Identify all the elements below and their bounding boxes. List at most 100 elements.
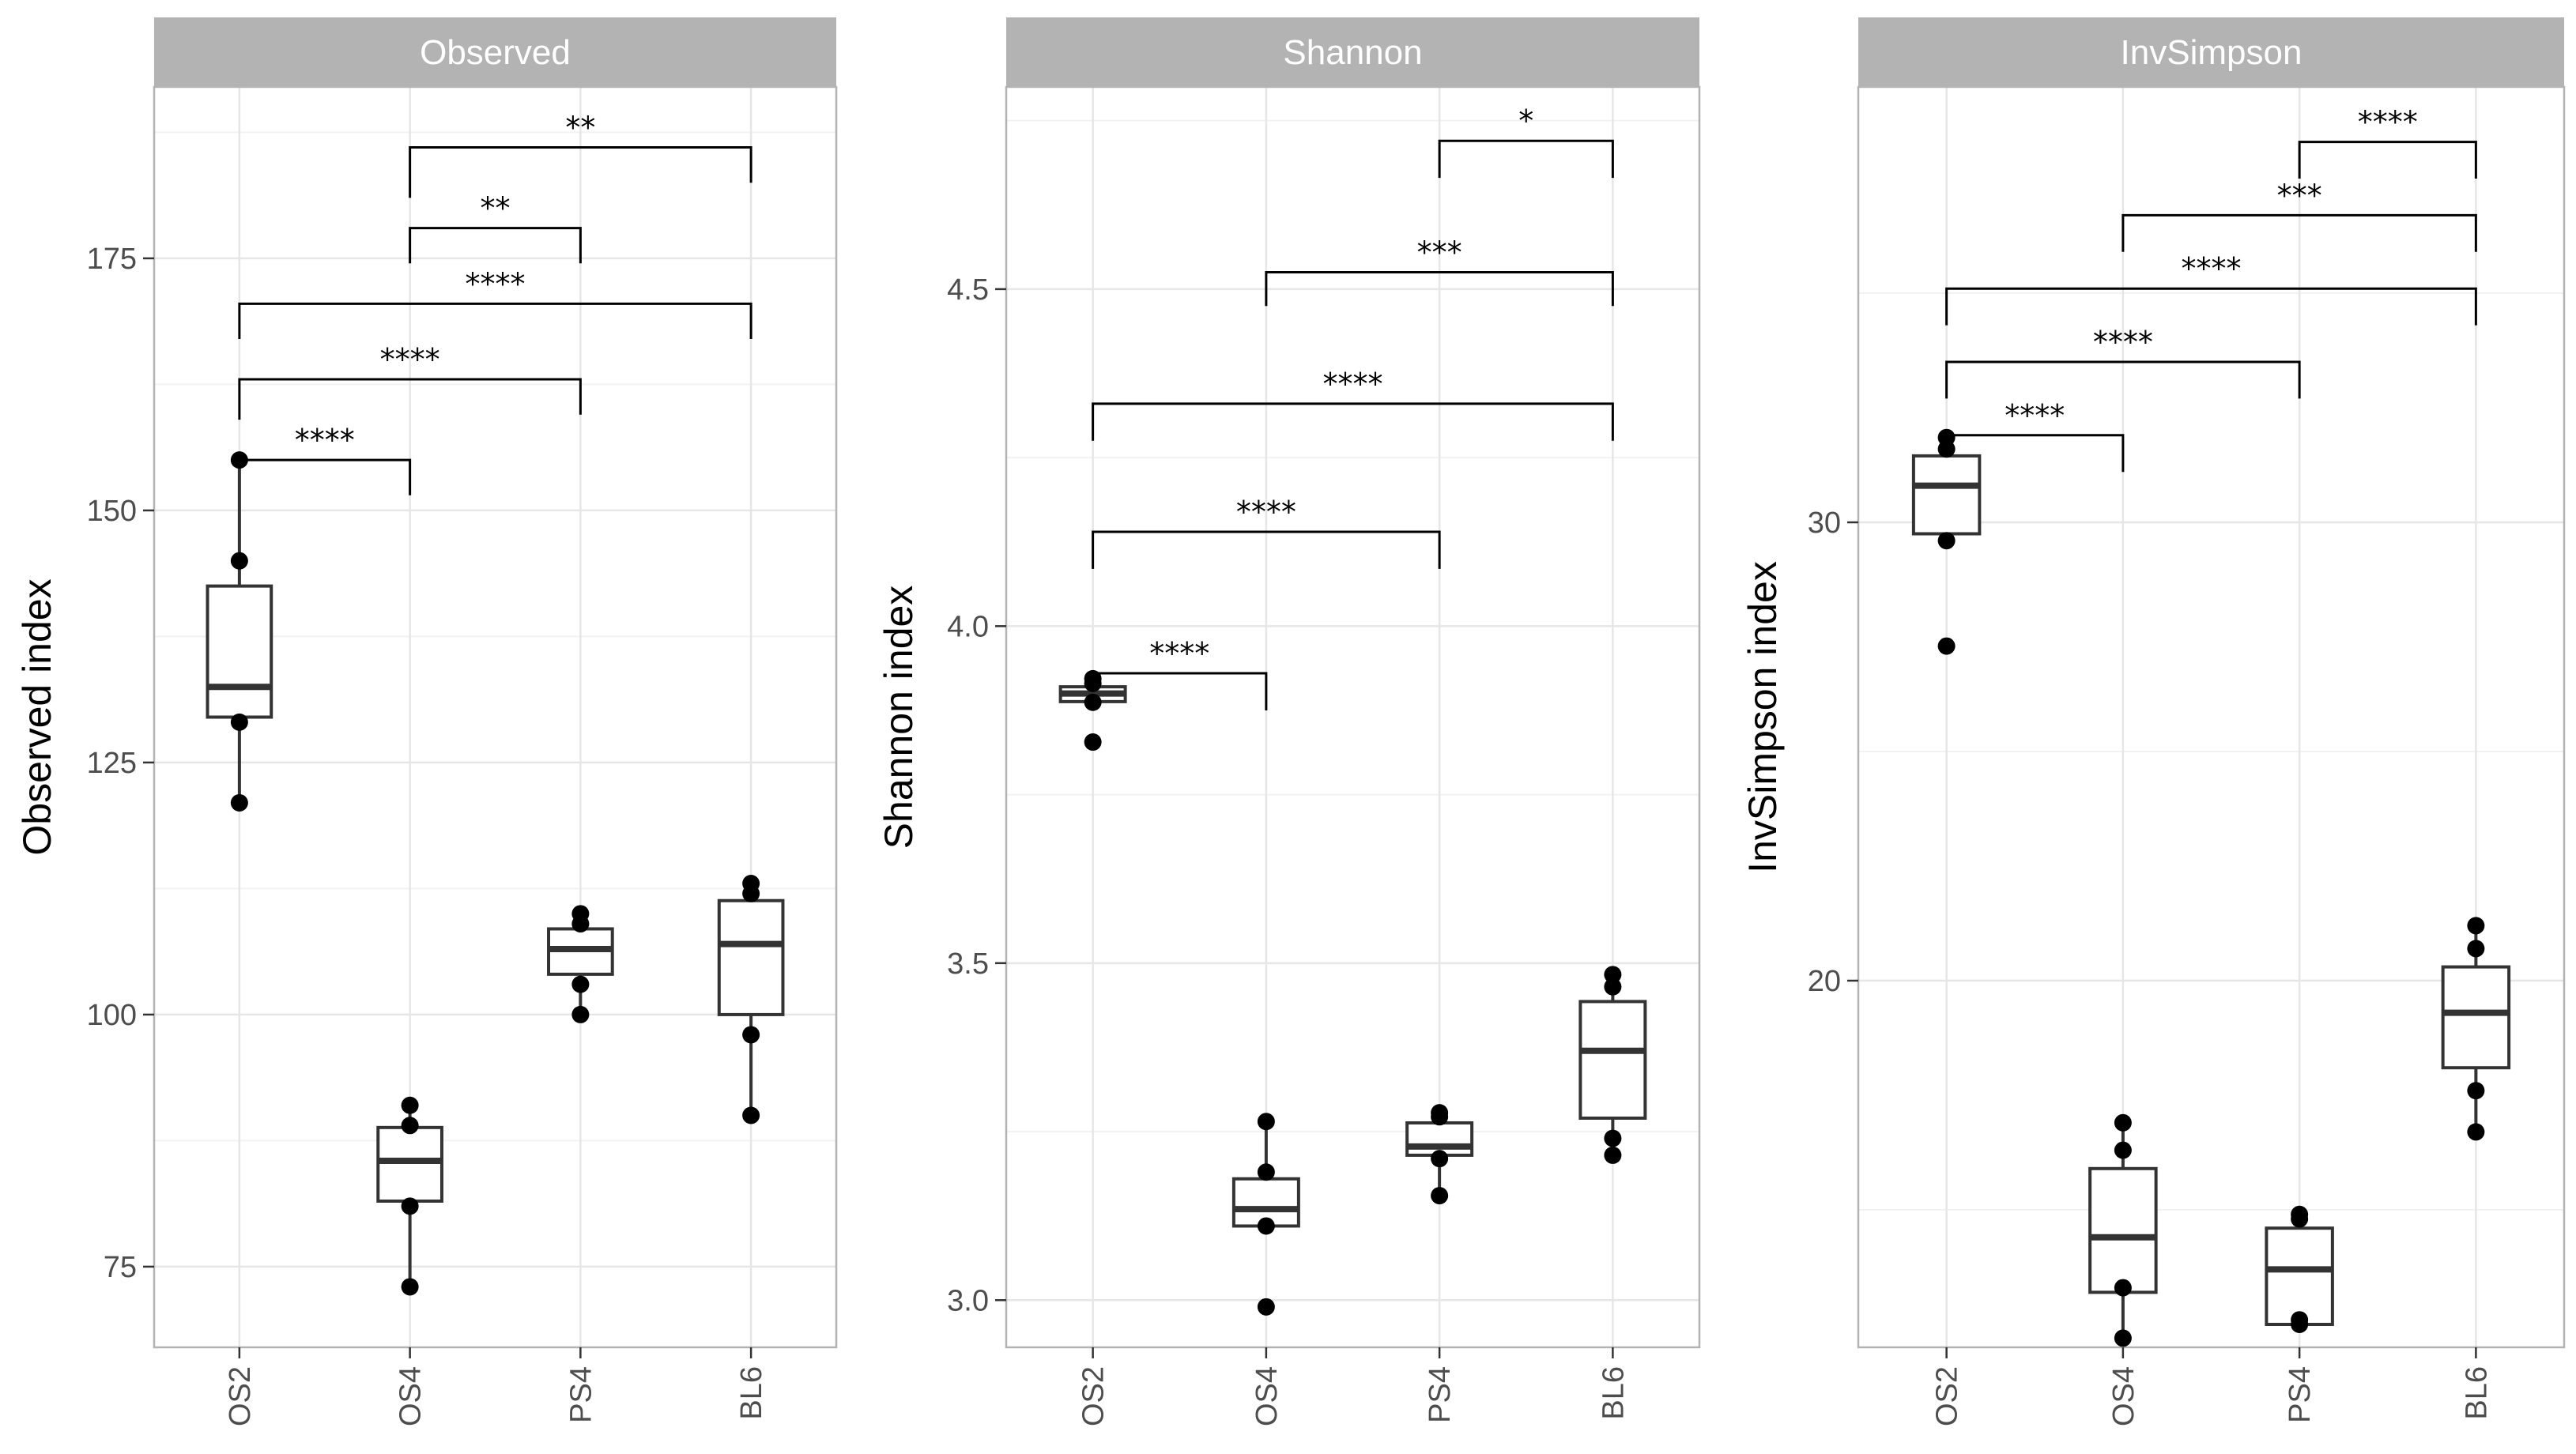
data-point <box>230 793 248 812</box>
significance-label: **** <box>380 342 440 377</box>
data-point <box>2291 1316 2309 1333</box>
significance-bracket: ** <box>409 111 752 198</box>
data-point <box>230 713 248 731</box>
bracket-line <box>1265 271 1614 307</box>
significance-bracket: **** <box>238 342 582 420</box>
bracket-line <box>1945 287 2477 326</box>
data-point <box>742 884 760 902</box>
data-point <box>1431 1108 1449 1126</box>
bracket-line <box>1092 402 1614 441</box>
x-tick-label: OS2 <box>1931 1366 1964 1426</box>
x-tick-label: OS2 <box>224 1366 257 1426</box>
box-bl6 <box>2441 925 2511 1132</box>
significance-bracket: **** <box>1946 398 2125 473</box>
significance-label: **** <box>2093 325 2153 360</box>
y-tick-label: 4.5 <box>947 273 989 307</box>
y-tick-label: 100 <box>87 999 137 1032</box>
x-tick-label: BL6 <box>2460 1366 2493 1420</box>
data-point <box>2114 1279 2132 1297</box>
y-tick-label: 3.0 <box>947 1284 989 1317</box>
panel-background <box>1006 87 1699 1347</box>
significance-bracket: **** <box>238 266 752 339</box>
facet-title: Observed <box>420 33 571 72</box>
data-point <box>2291 1210 2309 1228</box>
significance-label: * <box>1518 104 1533 138</box>
significance-bracket: ** <box>409 191 582 264</box>
data-point <box>1937 440 1956 458</box>
data-point <box>401 1096 419 1114</box>
significance-bracket: *** <box>1265 235 1614 307</box>
y-tick-label: 175 <box>87 243 137 276</box>
box-os2 <box>1911 437 1982 541</box>
facet-strip <box>1858 17 2564 87</box>
box-iqr <box>2265 1226 2334 1326</box>
y-tick-label: 4.0 <box>947 610 989 643</box>
bracket-line <box>1945 360 2301 399</box>
data-point <box>2114 1329 2132 1347</box>
box-iqr <box>2441 965 2511 1070</box>
significance-label: **** <box>1236 495 1296 529</box>
data-point <box>1257 1217 1275 1235</box>
data-point <box>742 1026 760 1044</box>
bracket-line <box>238 378 582 420</box>
data-point <box>2467 917 2485 935</box>
data-point <box>1937 532 1956 550</box>
bracket-line <box>409 227 582 264</box>
data-point <box>2114 1113 2132 1132</box>
data-point <box>1604 977 1622 996</box>
data-point <box>2114 1141 2132 1159</box>
y-tick-label: 75 <box>104 1251 137 1284</box>
bracket-line <box>409 146 752 198</box>
y-tick-label: 20 <box>1808 965 1841 998</box>
data-point <box>1937 637 1956 655</box>
data-point <box>1604 966 1622 984</box>
y-tick-label: 150 <box>87 495 137 528</box>
significance-label: **** <box>295 423 355 458</box>
bracket-line <box>239 458 412 495</box>
significance-bracket: **** <box>239 423 412 495</box>
x-tick-label: OS4 <box>394 1366 428 1426</box>
box-iqr <box>1578 1000 1647 1120</box>
data-point <box>401 1278 419 1296</box>
data-point <box>401 1117 419 1135</box>
box-os4 <box>2088 1122 2158 1339</box>
panel-invsimpson: InvSimpson 20 30 InvSimpson index OS2 OS4 PS4 B… <box>1741 17 2566 1426</box>
significance-label: ** <box>565 111 595 145</box>
significance-bracket: **** <box>1092 367 1614 441</box>
significance-label: **** <box>1323 367 1383 401</box>
y-axis-title: InvSimpson index <box>1741 561 1785 873</box>
significance-label: *** <box>2277 178 2322 213</box>
box-bl6 <box>717 883 785 1116</box>
facet-strip <box>1006 17 1699 87</box>
data-point <box>742 1106 760 1124</box>
data-point <box>1431 1150 1449 1168</box>
bracket-line <box>238 302 752 339</box>
data-point <box>2467 940 2485 958</box>
y-axis-title: Shannon index <box>877 586 921 849</box>
bracket-line <box>2298 141 2477 179</box>
data-point <box>401 1197 419 1215</box>
x-tick-label: PS4 <box>1424 1366 1457 1423</box>
bracket-line <box>1092 530 1441 569</box>
significance-bracket: * <box>1438 104 1614 179</box>
x-tick-label: OS2 <box>1077 1366 1111 1426</box>
data-point <box>1084 693 1102 711</box>
box-iqr <box>717 898 785 1016</box>
x-tick-label: BL6 <box>1597 1366 1630 1420</box>
y-tick-label: 125 <box>87 747 137 780</box>
data-point <box>1084 674 1102 692</box>
data-point <box>1431 1187 1449 1205</box>
bracket-line <box>2122 213 2477 252</box>
box-iqr <box>376 1125 443 1203</box>
y-tick-label: 30 <box>1808 507 1841 540</box>
box-iqr <box>2088 1166 2158 1294</box>
y-axis-title: Observed index <box>15 578 59 855</box>
significance-label: **** <box>2005 398 2065 433</box>
bracket-line <box>1946 434 2125 473</box>
box-bl6 <box>1578 974 1647 1155</box>
data-point <box>571 915 590 933</box>
box-ps4 <box>2265 1214 2334 1326</box>
x-tick-label: OS4 <box>2107 1366 2140 1426</box>
data-point <box>1604 1129 1622 1147</box>
